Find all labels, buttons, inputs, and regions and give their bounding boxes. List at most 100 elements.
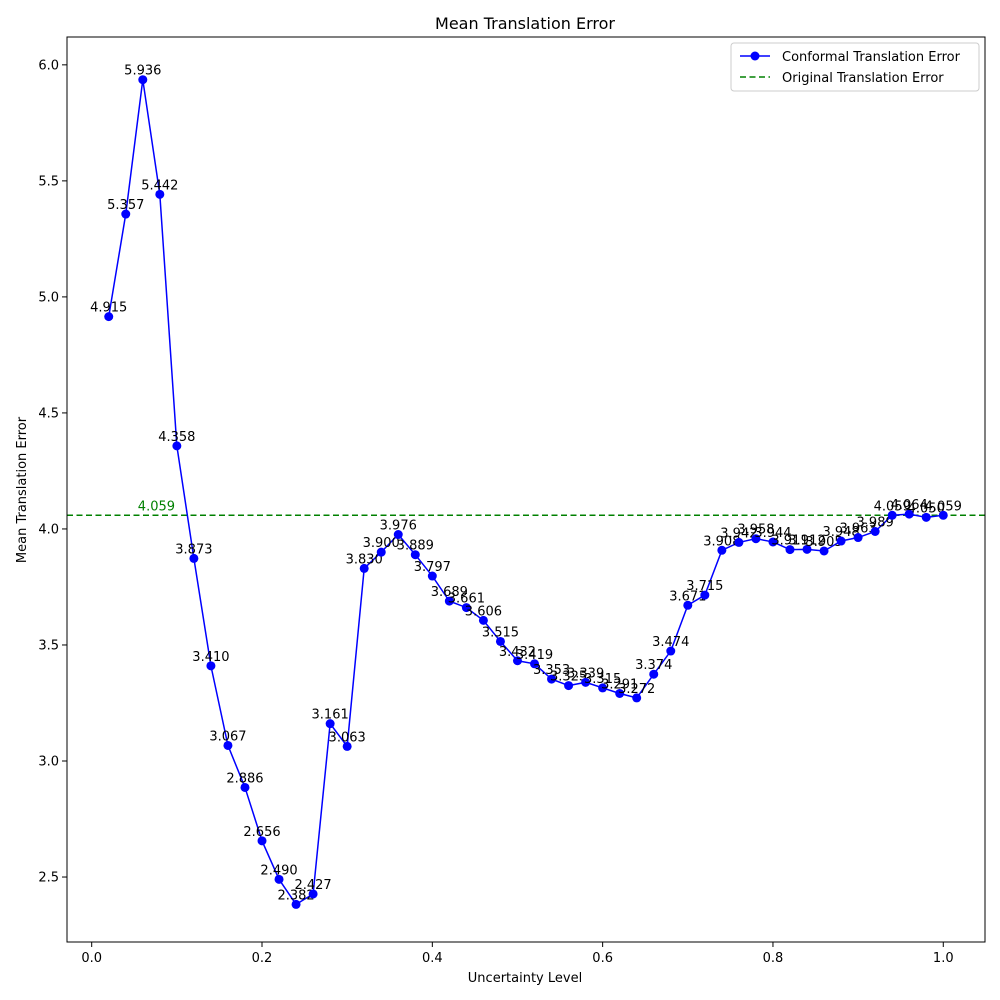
- data-label: 2.886: [226, 771, 263, 786]
- data-label: 3.374: [635, 658, 672, 673]
- data-label: 3.515: [482, 625, 519, 640]
- data-label: 3.474: [652, 635, 689, 650]
- legend-box: [730, 42, 980, 92]
- data-label: 3.911: [771, 534, 808, 549]
- data-label: 3.976: [380, 519, 417, 534]
- data-label: 4.358: [158, 430, 195, 445]
- data-label: 3.067: [209, 729, 246, 744]
- data-label: 3.689: [431, 585, 468, 600]
- data-point: [308, 889, 318, 899]
- data-point: [700, 590, 710, 600]
- y-tick-label: 2.5: [38, 871, 59, 886]
- x-axis: 0.0 0.2 0.4 0.6 0.8 1.0: [81, 942, 954, 966]
- data-point: [512, 656, 522, 666]
- data-label: 3.063: [329, 730, 366, 745]
- data-point: [342, 741, 352, 751]
- data-label: 3.912: [788, 533, 825, 548]
- legend-label-conformal: Conformal Translation Error: [782, 50, 961, 65]
- data-point: [887, 510, 897, 520]
- data-label: 3.830: [346, 552, 383, 567]
- data-point: [427, 571, 437, 581]
- data-label: 3.889: [397, 539, 434, 554]
- y-tick-label: 4.5: [38, 406, 59, 421]
- data-point: [530, 659, 540, 669]
- data-label: 2.490: [260, 863, 297, 878]
- y-tick-label: 5.5: [38, 174, 59, 189]
- data-label: 3.948: [822, 525, 859, 540]
- data-point: [666, 646, 676, 656]
- data-point: [172, 441, 182, 451]
- data-label: 3.325: [550, 670, 587, 685]
- data-label: 3.410: [192, 650, 229, 665]
- data-point: [904, 509, 914, 519]
- data-point: [274, 874, 284, 884]
- data-label: 3.942: [720, 526, 757, 541]
- data-point: [257, 836, 267, 846]
- chart-title: Mean Translation Error: [435, 14, 615, 33]
- y-tick-label: 3.5: [38, 638, 59, 653]
- data-point: [870, 527, 880, 537]
- data-label: 4.059: [925, 499, 962, 514]
- data-point: [104, 312, 114, 322]
- data-point: [717, 545, 727, 555]
- y-tick-label: 3.0: [38, 755, 59, 770]
- data-label: 3.900: [363, 536, 400, 551]
- data-label: 3.797: [414, 560, 451, 575]
- data-point: [461, 603, 471, 613]
- data-point: [802, 544, 812, 554]
- x-tick-label: 0.6: [592, 951, 613, 966]
- y-tick-label: 6.0: [38, 58, 59, 73]
- data-label: 3.715: [686, 579, 723, 594]
- y-tick-label: 5.0: [38, 290, 59, 305]
- data-label: 3.339: [567, 666, 604, 681]
- data-label: 3.432: [499, 645, 536, 660]
- data-label: 3.908: [703, 534, 740, 549]
- data-label: 5.936: [124, 64, 161, 79]
- data-label: 3.989: [857, 516, 894, 531]
- data-label: 3.161: [312, 708, 349, 723]
- data-point: [768, 537, 778, 547]
- reference-line-label: 4.059: [138, 499, 175, 514]
- data-label: 3.661: [448, 592, 485, 607]
- y-axis-title: Mean Translation Error: [15, 416, 30, 563]
- data-point: [121, 209, 131, 219]
- data-point: [206, 661, 216, 671]
- x-tick-label: 0.8: [763, 951, 784, 966]
- data-label: 3.963: [840, 522, 877, 537]
- data-point: [938, 510, 948, 520]
- x-tick-label: 0.0: [81, 951, 102, 966]
- data-point: [615, 688, 625, 698]
- data-point: [853, 533, 863, 543]
- data-label: 2.427: [294, 878, 331, 893]
- data-point: [751, 534, 761, 544]
- data-point: [785, 545, 795, 555]
- y-tick-label: 4.0: [38, 522, 59, 537]
- data-point: [495, 636, 505, 646]
- y-axis: 2.5 3.0 3.5 4.0 4.5 5.0 5.5 6.0: [38, 58, 67, 886]
- data-point: [155, 189, 165, 199]
- data-label: 3.353: [533, 663, 570, 678]
- data-label: 4.915: [90, 301, 127, 316]
- data-label: 3.272: [618, 682, 655, 697]
- data-label: 3.944: [754, 526, 791, 541]
- legend: Conformal Translation Error Original Tra…: [730, 42, 980, 92]
- plot-area: 4.059 4.915 5.357 5.936 5.442 4.358 3.873 3.410…: [67, 64, 985, 909]
- data-label: 4.064: [891, 498, 928, 513]
- data-label: 3.958: [737, 523, 774, 538]
- data-label: 4.050: [908, 501, 945, 516]
- data-point: [683, 600, 693, 610]
- data-point: [393, 530, 403, 540]
- data-label: 5.442: [141, 178, 178, 193]
- data-label: 3.606: [465, 604, 502, 619]
- data-point: [921, 512, 931, 522]
- data-point: [359, 563, 369, 573]
- data-point: [444, 596, 454, 606]
- data-label: 3.419: [516, 648, 553, 663]
- x-tick-label: 0.2: [252, 951, 273, 966]
- data-point: [223, 740, 233, 750]
- data-point: [376, 547, 386, 557]
- data-point: [478, 615, 488, 625]
- data-label: 2.382: [277, 888, 314, 903]
- data-label: 3.291: [601, 677, 638, 692]
